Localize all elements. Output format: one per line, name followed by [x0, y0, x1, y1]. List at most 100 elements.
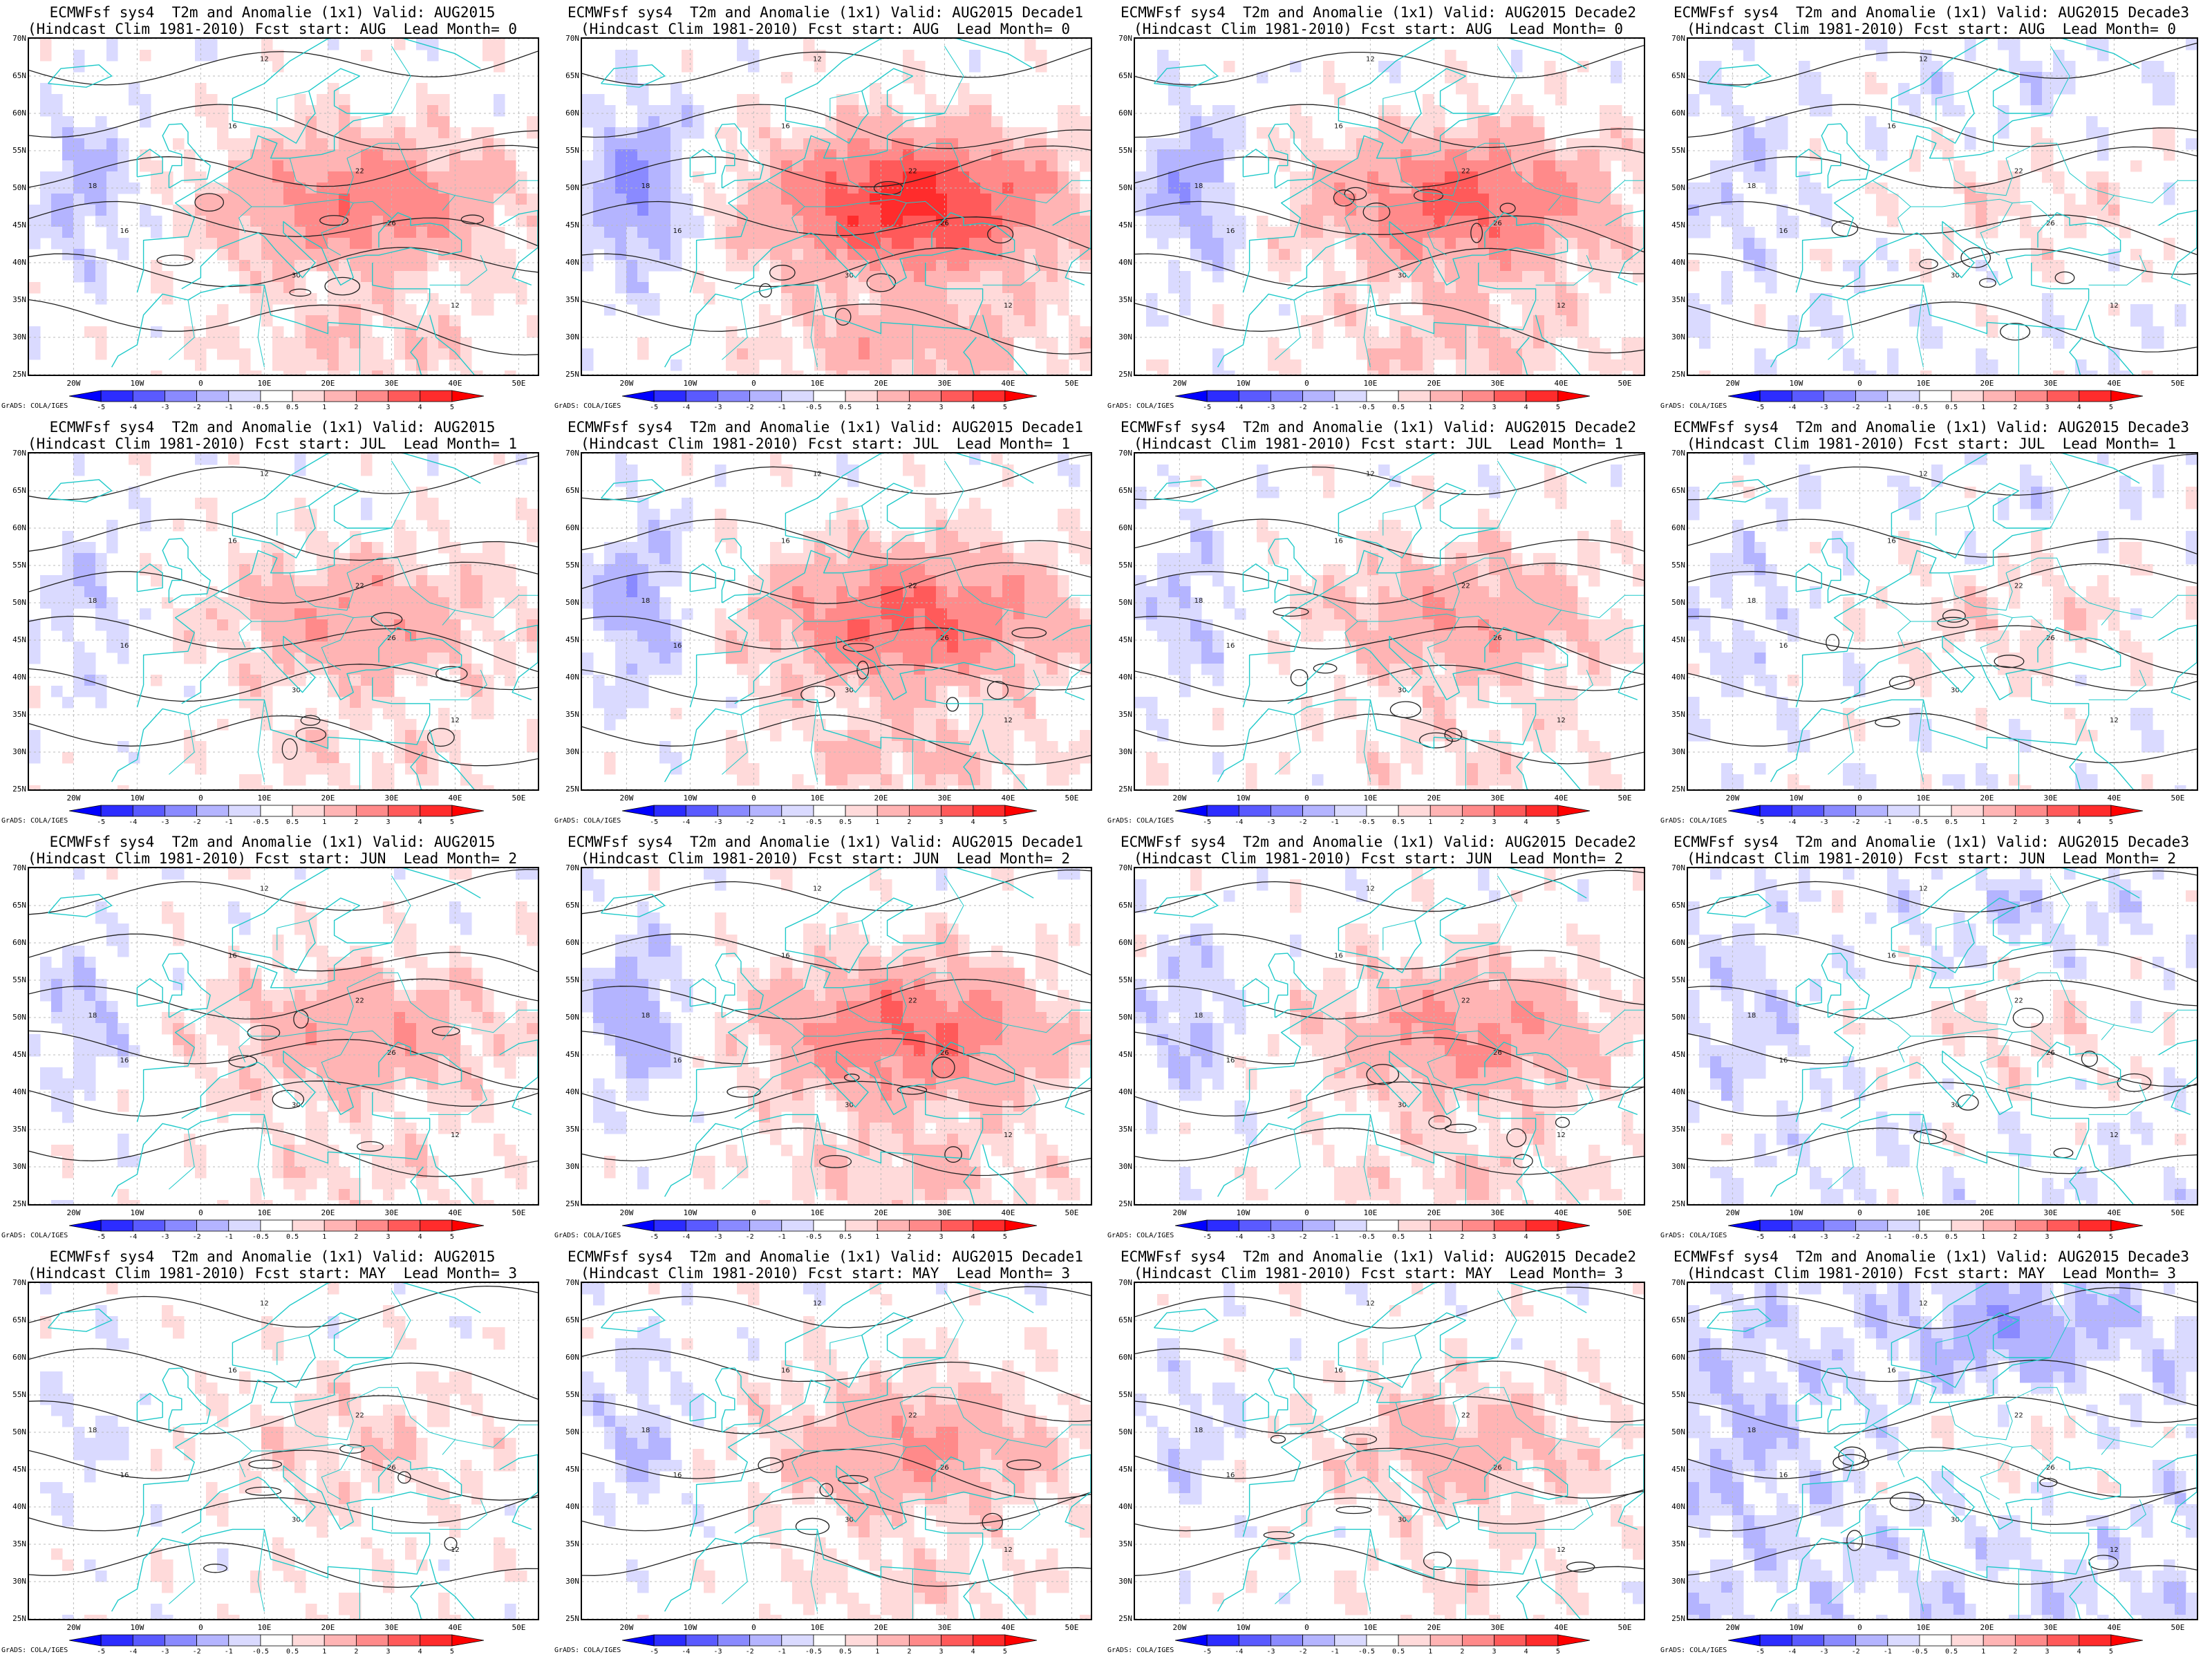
lon-label: 20E: [321, 1208, 335, 1217]
colorbar-label: -0.5: [805, 1233, 822, 1241]
colorbar-swatch: [2079, 390, 2112, 402]
lon-label: 0: [1857, 1208, 1862, 1217]
colorbar-swatch: [941, 1219, 974, 1232]
colorbar-swatch: [1919, 1219, 1952, 1232]
lat-label: 45N: [12, 1050, 26, 1059]
lon-label: 50E: [2171, 1208, 2185, 1217]
lon-label: 10E: [810, 794, 825, 803]
lat-label: 60N: [12, 1353, 26, 1362]
lat-label: 50N: [12, 1013, 26, 1022]
colorbar-label: -1: [1330, 818, 1339, 826]
svg-text:16: 16: [120, 227, 129, 235]
lon-label: 20E: [1980, 794, 1994, 803]
panel-title-line1: ECMWFsf sys4 T2m and Anomalie (1x1) Vali…: [568, 419, 1083, 435]
colorbar-swatch: [420, 805, 453, 817]
svg-text:12: 12: [1366, 55, 1375, 63]
colorbar-label: 3: [939, 404, 944, 411]
lon-label: 30E: [937, 379, 952, 388]
colorbar-swatch: [621, 1219, 655, 1232]
colorbar-swatch: [845, 1219, 878, 1232]
colorbar-label: 1: [1428, 818, 1433, 826]
colorbar-label: -4: [1788, 404, 1797, 411]
colorbar-label: 2: [354, 818, 359, 826]
colorbar-swatch: [653, 1634, 686, 1647]
map-panel: ECMWFsf sys4 T2m and Anomalie (1x1) Vali…: [1659, 0, 2204, 415]
svg-text:12: 12: [1557, 302, 1566, 310]
colorbar-label: -0.5: [805, 1648, 822, 1656]
colorbar-swatch: [228, 1634, 261, 1647]
colorbar-label: -2: [1851, 1233, 1860, 1241]
colorbar-swatch: [1271, 390, 1304, 402]
panel-title-line2: (Hindcast Clim 1981-2010) Fcst start: JU…: [1686, 850, 2176, 867]
colorbar-swatch: [781, 1634, 814, 1647]
colorbar-swatch: [1271, 1219, 1304, 1232]
colorbar-label: -2: [1851, 1648, 1860, 1656]
lat-label: 55N: [1118, 1390, 1132, 1399]
colorbar: [1174, 805, 1591, 817]
panel-title-line2: (Hindcast Clim 1981-2010) Fcst start: JU…: [580, 435, 1070, 452]
lat-label: 65N: [1118, 901, 1132, 910]
colorbar: [1727, 805, 2144, 817]
lat-label: 30N: [12, 1162, 26, 1171]
colorbar-label: 2: [2013, 1648, 2018, 1656]
lon-label: 10E: [810, 1208, 825, 1217]
lon-label: 20W: [1725, 1208, 1740, 1217]
lat-label: 45N: [565, 1050, 579, 1059]
lat-label: 45N: [565, 221, 579, 229]
lat-label: 45N: [1671, 635, 1685, 644]
lon-label: 0: [751, 1208, 756, 1217]
lat-label: 70N: [12, 863, 26, 872]
lon-label: 10W: [1789, 1208, 1803, 1217]
colorbar-swatch: [2110, 805, 2144, 817]
panel-title-line2: (Hindcast Clim 1981-2010) Fcst start: MA…: [27, 1265, 517, 1282]
lat-label: 45N: [1118, 1465, 1132, 1474]
lat-label: 40N: [1118, 258, 1132, 267]
colorbar: [1174, 1634, 1591, 1647]
colorbar-label: -5: [650, 404, 659, 411]
svg-text:18: 18: [1194, 182, 1203, 190]
colorbar-swatch: [685, 1634, 718, 1647]
colorbar-label: 2: [354, 404, 359, 411]
colorbar-swatch: [1557, 1219, 1591, 1232]
lon-label: 10E: [257, 379, 272, 388]
colorbar-swatch: [1951, 805, 1984, 817]
lon-label: 10W: [1789, 379, 1803, 388]
lon-label: 20E: [321, 1623, 335, 1632]
lon-label: 20E: [321, 379, 335, 388]
lat-label: 65N: [12, 1315, 26, 1324]
colorbar-swatch: [908, 1219, 941, 1232]
lat-label: 60N: [565, 109, 579, 118]
colorbar-swatch: [1887, 1634, 1920, 1647]
map-frame: 12 16 18 22 26 30 12 16: [581, 452, 1092, 791]
lat-label: 45N: [12, 635, 26, 644]
colorbar-swatch: [1366, 805, 1399, 817]
lon-label: 10W: [1236, 379, 1250, 388]
colorbar-swatch: [718, 1634, 751, 1647]
lon-label: 10W: [1236, 794, 1250, 803]
lat-label: 65N: [565, 71, 579, 80]
colorbar-swatch: [260, 1219, 293, 1232]
svg-text:12: 12: [2110, 302, 2119, 310]
colorbar-swatch: [1791, 1219, 1824, 1232]
panel-title-line1: ECMWFsf sys4 T2m and Anomalie (1x1) Vali…: [1121, 834, 1636, 850]
colorbar-label: 3: [939, 1233, 944, 1241]
colorbar-label: 0.5: [1945, 1648, 1958, 1656]
colorbar-swatch: [1430, 1634, 1463, 1647]
lon-label: 40E: [2107, 794, 2121, 803]
lat-label: 55N: [1671, 975, 1685, 984]
colorbar-swatch: [1206, 1634, 1239, 1647]
colorbar-swatch: [877, 390, 910, 402]
svg-text:22: 22: [2014, 167, 2023, 175]
colorbar-label: -4: [682, 1233, 691, 1241]
colorbar-swatch: [1206, 805, 1239, 817]
colorbar-swatch: [973, 390, 1006, 402]
colorbar-swatch: [813, 805, 846, 817]
grads-credit: GrADS: COLA/IGES: [1107, 817, 1174, 825]
lat-label: 25N: [1118, 1614, 1132, 1623]
lat-label: 50N: [1671, 183, 1685, 192]
svg-text:22: 22: [1461, 167, 1470, 175]
lat-label: 40N: [1118, 1502, 1132, 1511]
lon-label: 40E: [1554, 1208, 1568, 1217]
lat-label: 50N: [1671, 1013, 1685, 1022]
